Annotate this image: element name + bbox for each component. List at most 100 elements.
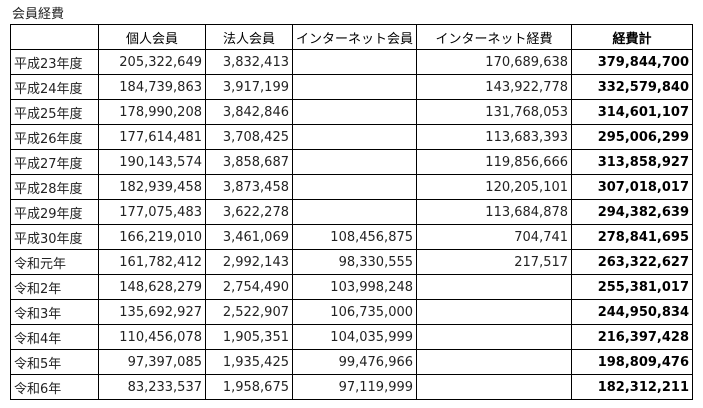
internet-member-cell[interactable]: 108,456,875 <box>291 224 418 250</box>
individual-cell[interactable]: 177,614,481 <box>98 124 206 150</box>
individual-cell[interactable]: 161,782,412 <box>98 249 206 275</box>
corporate-cell[interactable]: 3,917,199 <box>205 74 293 100</box>
total-cell[interactable]: 313,858,927 <box>571 149 694 175</box>
corporate-cell[interactable]: 2,522,907 <box>205 299 293 325</box>
internet-expense-cell[interactable]: 120,205,101 <box>416 174 573 200</box>
table-row: 令和3年 135,692,927 2,522,907 106,735,000 244,9… <box>10 299 694 325</box>
total-cell[interactable]: 216,397,428 <box>571 324 694 350</box>
individual-cell[interactable]: 148,628,279 <box>98 274 206 300</box>
internet-expense-cell[interactable]: 119,856,666 <box>416 149 573 175</box>
corporate-cell[interactable]: 3,461,069 <box>205 224 293 250</box>
internet-expense-cell[interactable] <box>416 274 573 300</box>
corporate-cell[interactable]: 2,992,143 <box>205 249 293 275</box>
sheet-title: 会員経費 <box>12 7 65 22</box>
individual-cell[interactable]: 97,397,085 <box>98 349 206 375</box>
corporate-cell[interactable]: 3,873,458 <box>205 174 293 200</box>
internet-member-cell[interactable] <box>291 174 418 200</box>
corporate-cell[interactable]: 3,842,846 <box>205 99 293 125</box>
corporate-cell[interactable]: 3,832,413 <box>205 49 293 75</box>
individual-cell[interactable]: 184,739,863 <box>98 74 206 100</box>
internet-member-cell[interactable] <box>291 49 418 75</box>
internet-expense-cell[interactable]: 217,517 <box>416 249 573 275</box>
internet-expense-cell[interactable] <box>416 349 573 375</box>
year-cell[interactable]: 令和4年 <box>10 324 99 350</box>
header-total[interactable]: 経費計 <box>571 24 694 50</box>
internet-member-cell[interactable]: 99,476,966 <box>291 349 418 375</box>
total-cell[interactable]: 294,382,639 <box>571 199 694 225</box>
table-row: 令和元年 161,782,412 2,992,143 98,330,555 217,51… <box>10 249 694 275</box>
individual-cell[interactable]: 177,075,483 <box>98 199 206 225</box>
internet-expense-cell[interactable] <box>416 299 573 325</box>
corporate-cell[interactable]: 1,905,351 <box>205 324 293 350</box>
corporate-cell[interactable]: 3,708,425 <box>205 124 293 150</box>
internet-expense-cell[interactable] <box>416 324 573 350</box>
expense-table: 個人会員 法人会員 インターネット会員 インターネット経費 経費計 平成23年度… <box>10 24 694 400</box>
internet-member-cell[interactable] <box>291 124 418 150</box>
total-cell[interactable]: 255,381,017 <box>571 274 694 300</box>
year-cell[interactable]: 平成27年度 <box>10 149 99 175</box>
year-cell[interactable]: 平成25年度 <box>10 99 99 125</box>
year-cell[interactable]: 令和5年 <box>10 349 99 375</box>
individual-cell[interactable]: 190,143,574 <box>98 149 206 175</box>
total-cell[interactable]: 198,809,476 <box>571 349 694 375</box>
individual-cell[interactable]: 178,990,208 <box>98 99 206 125</box>
total-cell[interactable]: 278,841,695 <box>571 224 694 250</box>
internet-expense-cell[interactable]: 113,684,878 <box>416 199 573 225</box>
total-cell[interactable]: 332,579,840 <box>571 74 694 100</box>
year-cell[interactable]: 令和3年 <box>10 299 99 325</box>
individual-cell[interactable]: 205,322,649 <box>98 49 206 75</box>
total-cell[interactable]: 263,322,627 <box>571 249 694 275</box>
year-cell[interactable]: 平成23年度 <box>10 49 99 75</box>
internet-expense-cell[interactable]: 113,683,393 <box>416 124 573 150</box>
year-cell[interactable]: 平成29年度 <box>10 199 99 225</box>
year-cell[interactable]: 平成28年度 <box>10 174 99 200</box>
corporate-cell[interactable]: 3,622,278 <box>205 199 293 225</box>
internet-member-cell[interactable] <box>291 74 418 100</box>
year-cell[interactable]: 令和6年 <box>10 374 99 400</box>
internet-expense-cell[interactable]: 131,768,053 <box>416 99 573 125</box>
corporate-cell[interactable]: 3,858,687 <box>205 149 293 175</box>
header-blank[interactable] <box>10 24 99 50</box>
individual-cell[interactable]: 166,219,010 <box>98 224 206 250</box>
individual-cell[interactable]: 182,939,458 <box>98 174 206 200</box>
internet-member-cell[interactable] <box>291 149 418 175</box>
internet-expense-cell[interactable]: 170,689,638 <box>416 49 573 75</box>
internet-member-cell[interactable]: 104,035,999 <box>291 324 418 350</box>
table-row: 令和2年 148,628,279 2,754,490 103,998,248 255,3… <box>10 274 694 300</box>
year-cell[interactable]: 平成30年度 <box>10 224 99 250</box>
header-corporate[interactable]: 法人会員 <box>205 24 293 50</box>
individual-cell[interactable]: 135,692,927 <box>98 299 206 325</box>
total-cell[interactable]: 244,950,834 <box>571 299 694 325</box>
table-row: 平成23年度 205,322,649 3,832,413 170,689,638 379… <box>10 49 694 75</box>
total-cell[interactable]: 307,018,017 <box>571 174 694 200</box>
internet-member-cell[interactable] <box>291 199 418 225</box>
internet-member-cell[interactable]: 106,735,000 <box>291 299 418 325</box>
table-row: 平成28年度 182,939,458 3,873,458 120,205,101 307… <box>10 174 694 200</box>
total-cell[interactable]: 314,601,107 <box>571 99 694 125</box>
year-cell[interactable]: 令和2年 <box>10 274 99 300</box>
corporate-cell[interactable]: 2,754,490 <box>205 274 293 300</box>
internet-member-cell[interactable]: 97,119,999 <box>291 374 418 400</box>
table-row: 令和5年 97,397,085 1,935,425 99,476,966 198,809… <box>10 349 694 375</box>
total-cell[interactable]: 379,844,700 <box>571 49 694 75</box>
internet-member-cell[interactable]: 103,998,248 <box>291 274 418 300</box>
table-row: 平成27年度 190,143,574 3,858,687 119,856,666 313… <box>10 149 694 175</box>
corporate-cell[interactable]: 1,935,425 <box>205 349 293 375</box>
year-cell[interactable]: 平成26年度 <box>10 124 99 150</box>
total-cell[interactable]: 182,312,211 <box>571 374 694 400</box>
individual-cell[interactable]: 110,456,078 <box>98 324 206 350</box>
header-internet-member[interactable]: インターネット会員 <box>291 24 418 50</box>
year-cell[interactable]: 平成24年度 <box>10 74 99 100</box>
internet-expense-cell[interactable]: 143,922,778 <box>416 74 573 100</box>
corporate-cell[interactable]: 1,958,675 <box>205 374 293 400</box>
internet-member-cell[interactable]: 98,330,555 <box>291 249 418 275</box>
header-individual[interactable]: 個人会員 <box>98 24 206 50</box>
internet-expense-cell[interactable]: 704,741 <box>416 224 573 250</box>
internet-member-cell[interactable] <box>291 99 418 125</box>
header-internet-expense[interactable]: インターネット経費 <box>416 24 573 50</box>
year-cell[interactable]: 令和元年 <box>10 249 99 275</box>
internet-expense-cell[interactable] <box>416 374 573 400</box>
individual-cell[interactable]: 83,233,537 <box>98 374 206 400</box>
total-cell[interactable]: 295,006,299 <box>571 124 694 150</box>
table-row: 令和4年 110,456,078 1,905,351 104,035,999 216,3… <box>10 324 694 350</box>
